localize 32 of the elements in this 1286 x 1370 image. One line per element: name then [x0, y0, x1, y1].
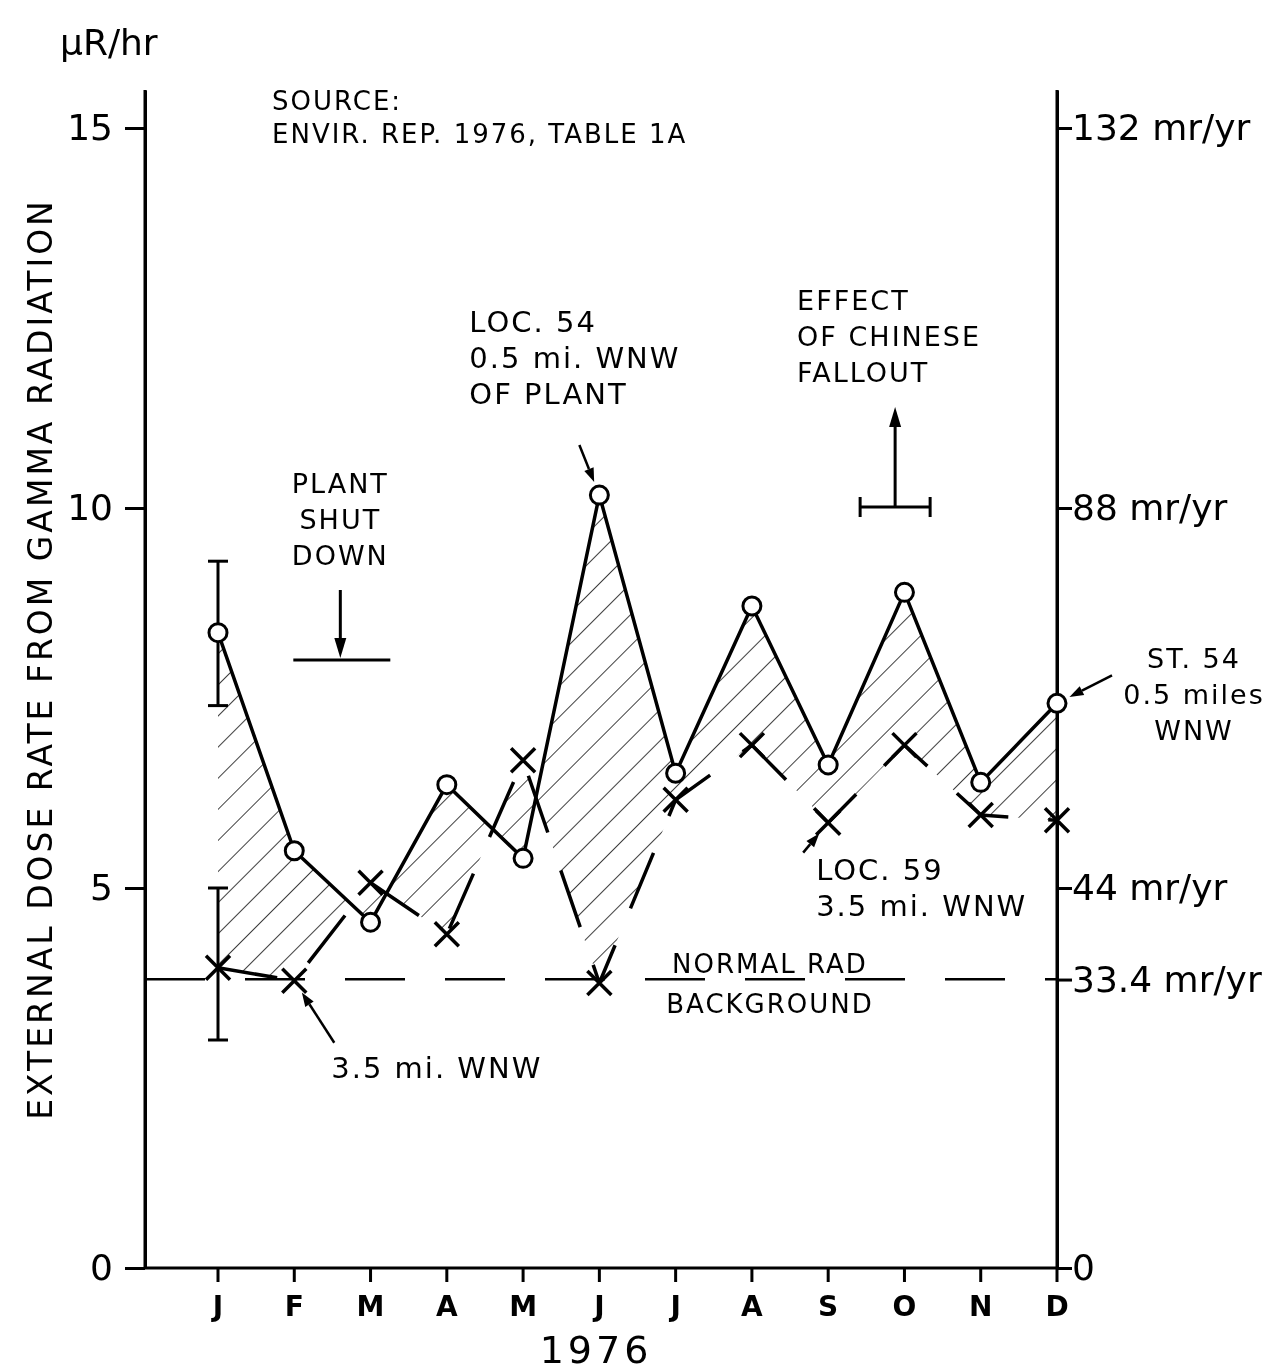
annotation: LOC. 54 0.5 mi. WNW OF PLANT	[469, 305, 681, 412]
y2-tick-label: 0	[1072, 1247, 1095, 1289]
y-tick-label: 0	[90, 1247, 113, 1289]
y2-tick-label: 44 mr/yr	[1072, 867, 1228, 909]
annotation: 3.5 mi. WNW	[331, 1050, 543, 1085]
x-tick-label: A	[741, 1290, 764, 1323]
y2-tick-label: 88 mr/yr	[1072, 487, 1228, 529]
ref-line-label: NORMAL RAD BACKGROUND	[666, 949, 874, 1020]
x-tick-label: M	[509, 1290, 538, 1323]
x-tick-label: D	[1045, 1290, 1069, 1323]
y-tick-label: 15	[67, 107, 113, 149]
x-tick-label: F	[284, 1290, 304, 1323]
annotation: PLANT SHUT DOWN	[291, 468, 389, 571]
y2-tick-label: 33.4 mr/yr	[1072, 958, 1262, 1000]
x-axis-title: 1976	[539, 1328, 653, 1370]
x-tick-label: J	[210, 1290, 224, 1323]
x-tick-label: O	[892, 1290, 917, 1323]
y2-tick-label: 132 mr/yr	[1072, 107, 1251, 149]
y-axis-title: EXTERNAL DOSE RATE FROM GAMMA RADIATION	[21, 198, 60, 1120]
annotation: LOC. 59 3.5 mi. WNW	[816, 852, 1028, 923]
annotation: ST. 54 0.5 miles WNW	[1123, 643, 1265, 747]
x-tick-label: M	[356, 1290, 385, 1323]
text: μR/hr	[60, 22, 158, 63]
y-tick-label: 10	[67, 487, 113, 529]
x-tick-label: N	[969, 1290, 993, 1323]
x-tick-label: A	[435, 1290, 458, 1323]
annotation: SOURCE: ENVIR. REP. 1976, TABLE 1A	[272, 86, 688, 149]
x-tick-label: J	[668, 1290, 681, 1323]
x-tick-label: S	[818, 1290, 839, 1323]
x-tick-label: J	[592, 1290, 605, 1323]
y-tick-label: 5	[90, 867, 113, 909]
annotation: EFFECT OF CHINESE FALLOUT	[797, 285, 982, 388]
